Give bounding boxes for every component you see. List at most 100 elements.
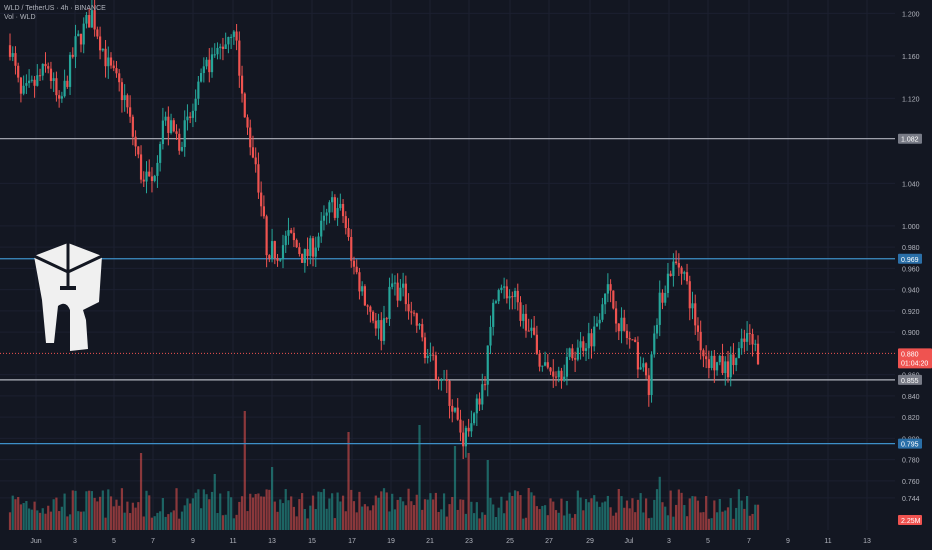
candle-body bbox=[691, 303, 694, 309]
price-tick-label: 0.900 bbox=[902, 330, 920, 337]
volume-bar bbox=[191, 498, 195, 530]
volume-bar bbox=[186, 498, 189, 530]
volume-bar bbox=[254, 494, 257, 530]
time-tick-label: 9 bbox=[191, 538, 195, 545]
volume-bar bbox=[270, 467, 274, 530]
candle-body bbox=[328, 202, 331, 213]
time-tick-label: 9 bbox=[786, 538, 790, 545]
candle-body bbox=[625, 330, 629, 338]
volume-bar bbox=[631, 498, 634, 530]
level-tag-0.969-bg bbox=[898, 253, 922, 264]
volume-bar bbox=[183, 505, 186, 530]
volume-bar bbox=[489, 497, 492, 530]
candle-body bbox=[377, 320, 380, 329]
candle-body bbox=[579, 341, 582, 348]
volume-bar bbox=[650, 517, 653, 530]
candle-body bbox=[333, 197, 336, 218]
symbol-title[interactable]: WLD / TetherUS · 4h · BINANCE bbox=[4, 5, 106, 12]
candle-body bbox=[628, 337, 631, 340]
candle-body bbox=[412, 312, 416, 314]
volume-bar bbox=[350, 489, 353, 530]
candle-body bbox=[8, 45, 12, 57]
horizontal-levels[interactable] bbox=[0, 138, 895, 445]
volume-bar bbox=[341, 495, 345, 530]
volume-bar bbox=[306, 518, 309, 530]
candle-body bbox=[669, 273, 672, 276]
candle-body bbox=[410, 311, 413, 313]
candle-body bbox=[612, 290, 615, 309]
candle-body bbox=[754, 343, 757, 345]
candle-body bbox=[516, 290, 519, 303]
candle-body bbox=[571, 348, 574, 359]
candle-body bbox=[423, 337, 427, 358]
volume-bar bbox=[470, 501, 473, 530]
time-tick-label: Jul bbox=[625, 538, 634, 545]
volume-bar bbox=[41, 508, 44, 530]
candle-body bbox=[593, 326, 596, 347]
candle-body bbox=[554, 376, 558, 378]
volume-bar bbox=[243, 411, 246, 530]
candle-body bbox=[142, 179, 145, 182]
candle-body bbox=[295, 240, 298, 248]
candle-body bbox=[675, 261, 678, 264]
volume-bar bbox=[653, 499, 656, 530]
candle-body bbox=[661, 292, 664, 303]
volume-bar bbox=[109, 496, 113, 530]
candle-body bbox=[705, 356, 708, 360]
time-tick-label: 3 bbox=[667, 538, 671, 545]
volume-bar bbox=[549, 498, 552, 530]
volume-indicator-title[interactable]: Vol · WLD bbox=[4, 14, 36, 21]
candle-body bbox=[426, 355, 429, 358]
volume-bar bbox=[756, 504, 760, 530]
volume-bar bbox=[257, 493, 260, 530]
volume-bar bbox=[418, 425, 421, 530]
volume-bar bbox=[309, 505, 312, 530]
volume-bar bbox=[123, 512, 126, 530]
volume-bar bbox=[560, 498, 563, 530]
candle-body bbox=[437, 379, 440, 381]
volume-bar bbox=[672, 516, 675, 530]
volume-bar bbox=[52, 499, 55, 530]
volume-bar bbox=[262, 496, 265, 530]
volume-bar bbox=[333, 518, 336, 530]
candle-body bbox=[303, 249, 306, 263]
volume-bar bbox=[279, 499, 282, 530]
volume-bar bbox=[371, 505, 375, 530]
volume-bar bbox=[159, 511, 162, 530]
volume-bar bbox=[352, 501, 356, 530]
volume-bar bbox=[281, 503, 285, 530]
volume-bar bbox=[683, 505, 686, 530]
candle-body bbox=[109, 57, 113, 66]
volume-bar bbox=[721, 511, 724, 530]
candle-body bbox=[107, 57, 110, 67]
volume-bar bbox=[538, 509, 541, 530]
volume-bar bbox=[96, 501, 99, 530]
candle-body bbox=[246, 117, 249, 128]
candle-body bbox=[243, 93, 246, 118]
candle-body bbox=[404, 283, 407, 305]
candle-body bbox=[320, 220, 323, 237]
volume-bar bbox=[628, 508, 631, 530]
candle-body bbox=[702, 350, 705, 357]
volume-bar bbox=[331, 493, 334, 530]
bar-countdown-label: 01:04:20 bbox=[901, 360, 928, 367]
time-tick-label: 13 bbox=[863, 538, 871, 545]
volume-bars bbox=[8, 411, 760, 530]
time-axis[interactable]: Jun 3 5 7 9 11 13 15 17 19 21 23 25 27 29 Jul 3 5 7 9 11 13 bbox=[0, 531, 932, 550]
volume-bar bbox=[451, 496, 454, 530]
volume-bar bbox=[216, 513, 219, 530]
candle-body bbox=[453, 407, 457, 412]
candle-body bbox=[358, 272, 361, 292]
volume-bar bbox=[71, 490, 74, 530]
volume-bar bbox=[301, 493, 304, 530]
volume-bar bbox=[576, 490, 579, 530]
volume-bar bbox=[625, 500, 629, 530]
candle-body bbox=[194, 98, 197, 111]
candle-body bbox=[451, 405, 454, 412]
candle-body bbox=[156, 162, 159, 176]
candle-body bbox=[639, 367, 642, 370]
volume-bar bbox=[82, 511, 85, 530]
price-axis[interactable]: 1.200 1.160 1.120 1.040 1.000 0.980 0.960 0.940… bbox=[895, 0, 932, 550]
volume-bar bbox=[535, 506, 538, 530]
